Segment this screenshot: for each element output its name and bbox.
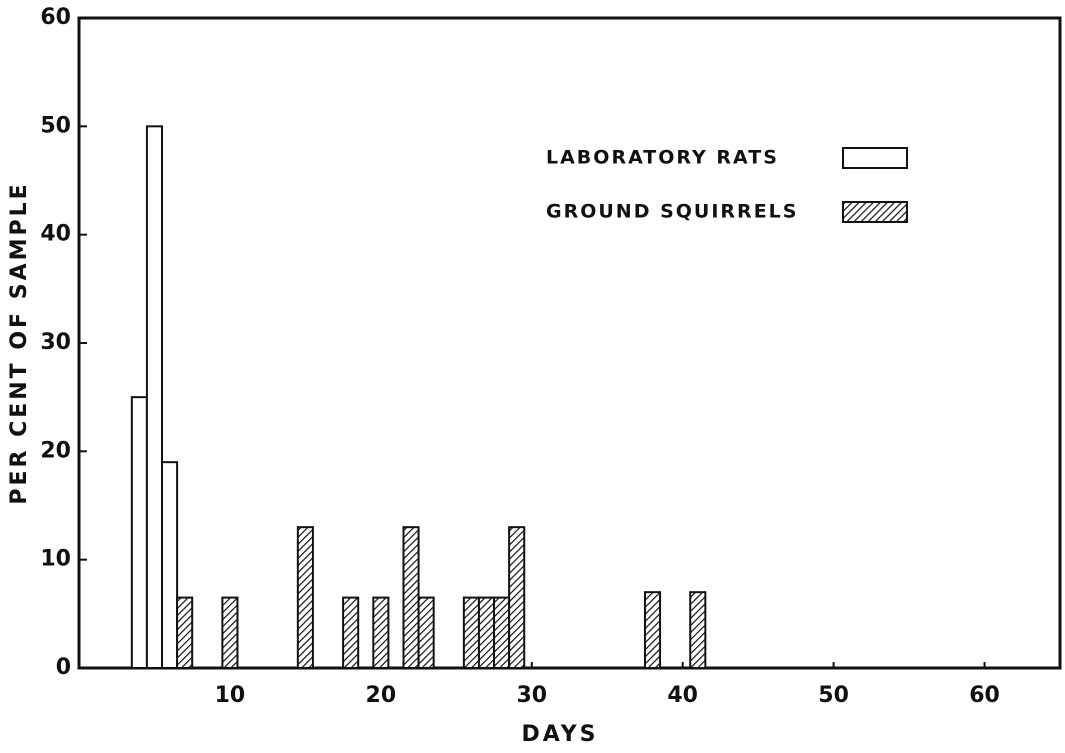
- y-tick-label: 20: [40, 438, 71, 463]
- y-tick-label: 40: [40, 222, 71, 247]
- legend-label: LABORATORY RATS: [546, 147, 779, 169]
- bar: [145, 125, 164, 670]
- bar: [221, 596, 239, 669]
- bar: [130, 396, 148, 669]
- legend-swatch: [842, 201, 908, 223]
- y-tick-label: 0: [56, 655, 71, 680]
- legend-swatch: [842, 147, 908, 169]
- x-tick-label: 30: [516, 683, 547, 708]
- x-axis-label: DAYS: [522, 722, 599, 747]
- x-tick-label: 40: [667, 683, 698, 708]
- bar: [161, 461, 179, 669]
- bar: [477, 596, 496, 669]
- legend: LABORATORY RATS GROUND SQUIRRELS: [546, 147, 908, 223]
- x-tick-label: 10: [215, 683, 246, 708]
- x-tick-label: 50: [818, 683, 849, 708]
- x-tick-label: 60: [969, 683, 1000, 708]
- y-tick-label: 30: [40, 330, 71, 355]
- y-tick-label: 60: [40, 5, 71, 30]
- y-tick-label: 50: [40, 113, 71, 138]
- plot-frame: [77, 16, 1062, 670]
- bar: [643, 591, 662, 670]
- bar: [689, 591, 707, 670]
- bar: [372, 596, 390, 669]
- bar: [417, 596, 435, 669]
- bar: [493, 596, 511, 669]
- bar: [402, 526, 420, 670]
- legend-label: GROUND SQUIRRELS: [546, 201, 798, 223]
- y-axis-label: PER CENT OF SAMPLE: [7, 181, 32, 504]
- bar: [462, 596, 480, 669]
- bar: [342, 596, 360, 669]
- bar: [176, 596, 194, 669]
- x-tick-label: 20: [366, 683, 397, 708]
- y-tick-label: 10: [40, 547, 71, 572]
- bar: [508, 526, 526, 670]
- bar: [296, 526, 314, 670]
